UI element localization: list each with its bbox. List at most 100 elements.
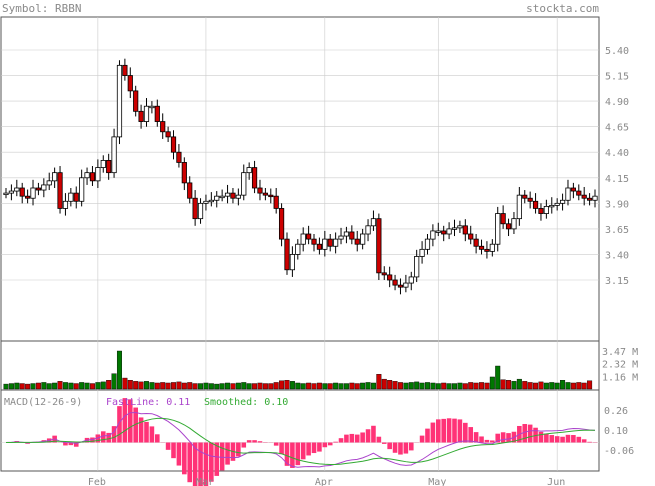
macd-histogram-bar bbox=[273, 442, 279, 446]
candle-body bbox=[273, 195, 279, 209]
candle-body bbox=[46, 180, 52, 186]
macd-histogram-bar bbox=[495, 433, 501, 443]
volume-bar bbox=[430, 382, 436, 390]
macd-histogram-bar bbox=[387, 442, 392, 450]
volume-bar bbox=[41, 382, 47, 390]
macd-smoothed-label: Smoothed: 0.10 bbox=[204, 397, 288, 408]
volume-bar bbox=[576, 382, 582, 390]
macd-histogram-bar bbox=[295, 442, 301, 466]
macd-histogram-bar bbox=[538, 431, 544, 443]
candle-body bbox=[451, 227, 458, 230]
macd-histogram-bar bbox=[246, 440, 252, 443]
macd-histogram-bar bbox=[327, 442, 333, 446]
candle-body bbox=[473, 238, 479, 247]
macd-histogram-bar bbox=[398, 442, 403, 455]
candle-body bbox=[133, 90, 139, 112]
candle-body bbox=[25, 195, 31, 199]
macd-histogram-bar bbox=[473, 432, 479, 443]
macd-histogram-bar bbox=[408, 442, 414, 451]
candle-body bbox=[35, 187, 42, 191]
macd-tick-label: 0.26 bbox=[604, 406, 628, 417]
candlesticks bbox=[3, 58, 598, 295]
candle-body bbox=[360, 233, 366, 245]
volume-bar bbox=[95, 382, 101, 390]
volume-bar bbox=[414, 381, 420, 390]
volume-bar bbox=[543, 382, 549, 390]
candle-body bbox=[403, 282, 409, 288]
volume-bar bbox=[441, 382, 447, 390]
volume-bar bbox=[419, 382, 425, 390]
volume-bar bbox=[343, 383, 349, 390]
site-label[interactable]: stockta.com bbox=[526, 2, 599, 15]
month-tick-label: Mar bbox=[196, 477, 214, 486]
candle-body bbox=[435, 230, 441, 233]
volume-bar bbox=[333, 382, 339, 390]
macd-histogram-bar bbox=[111, 426, 117, 443]
macd-histogram-bar bbox=[457, 419, 463, 443]
candle-body bbox=[138, 110, 144, 122]
macd-histogram-bar bbox=[425, 428, 430, 443]
volume-bar bbox=[387, 380, 393, 390]
volume-bar bbox=[446, 383, 452, 390]
volume-bar bbox=[549, 382, 555, 390]
volume-bar bbox=[397, 382, 403, 390]
volume-bar bbox=[57, 381, 63, 390]
candle-body bbox=[57, 172, 63, 209]
macd-histogram-bar bbox=[527, 424, 533, 443]
macd-smoothed-line bbox=[5, 417, 596, 466]
candle-body bbox=[84, 172, 90, 179]
volume-bar bbox=[154, 382, 160, 390]
volume-bar bbox=[327, 383, 333, 390]
volume-bar bbox=[279, 380, 285, 390]
volume-bar bbox=[149, 382, 155, 390]
candle-body bbox=[3, 192, 9, 196]
volume-bar bbox=[354, 383, 360, 390]
candle-body bbox=[122, 64, 128, 76]
candle-body bbox=[392, 279, 398, 286]
macd-histogram-bar bbox=[522, 424, 528, 443]
macd-title: MACD(12-26-9) bbox=[4, 397, 82, 408]
candle-body bbox=[554, 202, 560, 206]
volume-bar bbox=[322, 383, 328, 390]
candle-body bbox=[489, 243, 495, 252]
candle-body bbox=[532, 200, 539, 209]
macd-histogram-bar bbox=[354, 434, 360, 443]
volume-bar bbox=[495, 365, 501, 390]
volume-bar bbox=[160, 382, 166, 390]
candle-body bbox=[14, 187, 20, 192]
volume-bar bbox=[365, 382, 371, 390]
macd-histogram-bar bbox=[344, 434, 349, 443]
macd-histogram-bar bbox=[209, 442, 214, 482]
candle-body bbox=[462, 225, 468, 235]
candle-body bbox=[208, 199, 214, 203]
candle-body bbox=[95, 167, 101, 182]
volume-bars bbox=[3, 350, 593, 390]
candle-body bbox=[8, 190, 15, 194]
candle-body bbox=[478, 245, 485, 250]
candle-body bbox=[565, 187, 571, 201]
candle-body bbox=[343, 231, 350, 237]
macd-histogram-bar bbox=[333, 441, 338, 443]
volume-bar bbox=[46, 383, 52, 390]
macd-histogram-bar bbox=[490, 440, 495, 443]
candle-body bbox=[430, 230, 436, 240]
candle-body bbox=[327, 238, 333, 247]
volume-bar bbox=[408, 382, 414, 390]
price-tick-label: 3.65 bbox=[605, 225, 629, 236]
macd-histogram-bar bbox=[117, 406, 122, 443]
macd-fastline-label: FastLine: 0.11 bbox=[106, 397, 190, 408]
macd-histogram-bar bbox=[144, 421, 149, 443]
macd-histogram-bar bbox=[192, 442, 198, 486]
volume-bar bbox=[473, 382, 479, 390]
candle-body bbox=[295, 243, 301, 255]
macd-histogram-bar bbox=[392, 442, 398, 453]
volume-bar bbox=[203, 382, 209, 390]
candle-body bbox=[419, 248, 425, 257]
candle-body bbox=[581, 194, 587, 199]
macd-histogram-bar bbox=[63, 442, 68, 446]
volume-bar bbox=[122, 377, 128, 390]
candle-body bbox=[251, 167, 258, 189]
volume-bar bbox=[73, 383, 79, 390]
volume-bar bbox=[311, 383, 317, 390]
macd-histogram-bar bbox=[544, 433, 549, 443]
